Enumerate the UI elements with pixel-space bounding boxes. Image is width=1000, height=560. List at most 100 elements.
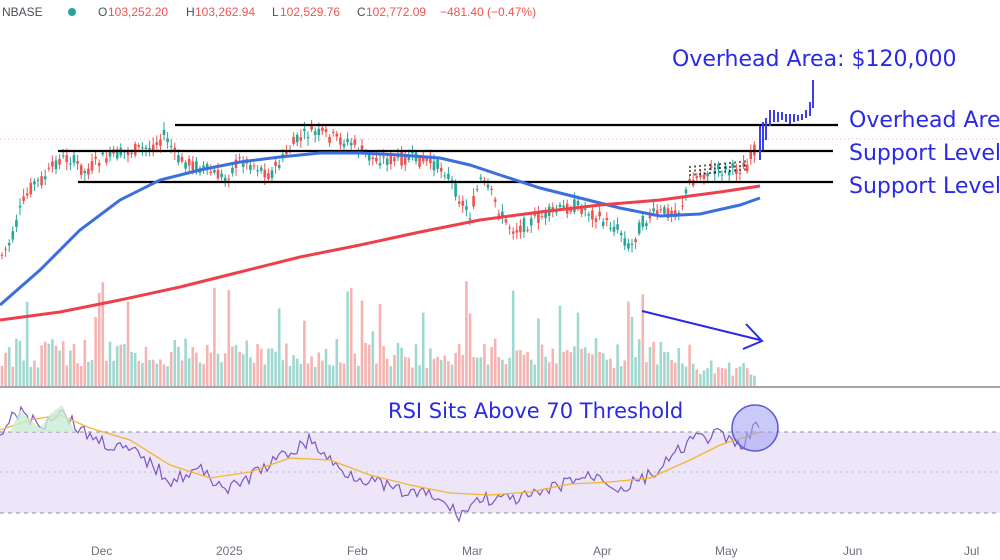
- volume-bar: [724, 368, 727, 386]
- live-status-dot: [68, 8, 76, 16]
- volume-bar: [295, 358, 299, 386]
- candle: [184, 160, 187, 174]
- volume-bar: [479, 357, 483, 386]
- volume-bar: [493, 338, 497, 386]
- candle: [717, 161, 720, 177]
- volume-bar: [11, 366, 15, 386]
- volume-bar: [133, 352, 137, 386]
- candle: [180, 153, 184, 164]
- candle: [749, 144, 753, 165]
- volume-bar: [4, 352, 7, 386]
- candle: [353, 134, 357, 149]
- volume-bar: [7, 347, 11, 386]
- candle: [609, 222, 612, 232]
- x-tick-may: May: [715, 544, 738, 558]
- candle: [475, 184, 479, 193]
- volume-bar: [663, 352, 666, 386]
- volume-bar: [396, 342, 400, 386]
- volume-bar: [522, 354, 526, 386]
- candle: [151, 137, 155, 157]
- volume-bar: [151, 359, 155, 386]
- candle: [79, 163, 83, 180]
- volume-bar: [22, 360, 25, 386]
- candle: [133, 141, 137, 158]
- volume-bar: [72, 343, 76, 386]
- volume-bar: [61, 341, 65, 386]
- volume-bar: [681, 363, 684, 386]
- volume-bar: [717, 367, 720, 386]
- candle: [634, 237, 637, 250]
- volume-bar: [58, 350, 61, 386]
- candle: [29, 178, 33, 198]
- volume-bar: [508, 357, 511, 386]
- candle: [40, 171, 43, 189]
- volume-bar: [688, 344, 691, 386]
- volume-bar: [443, 355, 447, 386]
- candle: [159, 133, 162, 153]
- volume-bar: [544, 356, 547, 386]
- candle: [490, 185, 493, 196]
- candle: [691, 172, 695, 188]
- volume-bar: [501, 359, 504, 386]
- candle: [526, 226, 529, 233]
- candle: [148, 140, 151, 157]
- candle: [33, 178, 36, 192]
- volume-bar: [198, 362, 202, 386]
- volume-bar: [97, 292, 101, 386]
- volume-bar: [144, 346, 148, 386]
- volume-bar: [213, 287, 216, 386]
- candle: [706, 170, 709, 182]
- ohlc-header: NBASE O 103,252.20 H 103,262.94 L 102,52…: [2, 5, 536, 19]
- volume-bar: [594, 338, 598, 386]
- change-value: −481.40 (−0.47%): [440, 5, 536, 19]
- candle: [529, 212, 533, 233]
- volume-bar: [36, 367, 40, 386]
- candle: [36, 177, 40, 188]
- candle: [162, 122, 166, 141]
- volume-bar: [191, 347, 195, 386]
- volume-bar: [583, 347, 587, 386]
- volume-bar: [403, 356, 407, 386]
- volume-bar: [252, 362, 256, 386]
- close-prefix: C: [357, 5, 366, 19]
- volume-bar: [180, 360, 184, 386]
- candle: [346, 132, 349, 146]
- candle: [58, 154, 61, 170]
- volume-bar: [587, 353, 591, 386]
- volume-bar: [702, 370, 706, 386]
- volume-bar: [616, 344, 619, 386]
- volume-bar: [529, 359, 533, 386]
- rsi-highlight-circle: [731, 404, 779, 452]
- candle: [94, 150, 97, 165]
- volume-bar: [79, 366, 83, 386]
- candle: [400, 146, 403, 170]
- volume-bar: [371, 331, 375, 386]
- volume-bar: [259, 348, 263, 386]
- volume-bar: [475, 357, 479, 386]
- volume-bar: [695, 369, 699, 386]
- volume-bar: [187, 358, 191, 386]
- candle: [583, 201, 587, 217]
- volume-bar: [519, 350, 522, 386]
- candle: [465, 199, 468, 217]
- volume-bar: [533, 364, 537, 386]
- candle: [141, 142, 144, 156]
- volume-bar: [673, 362, 677, 386]
- volume-bar: [241, 354, 245, 386]
- candle: [601, 218, 605, 229]
- volume-bar: [601, 353, 605, 386]
- volume-bar: [245, 340, 249, 386]
- rsi-line: [0, 405, 760, 523]
- candle: [238, 153, 241, 162]
- candle: [673, 202, 677, 221]
- candle: [245, 156, 249, 170]
- volume-bar: [645, 362, 648, 386]
- volume-bar: [659, 341, 663, 386]
- x-tick-feb: Feb: [347, 544, 368, 558]
- symbol-label[interactable]: NBASE: [2, 5, 43, 19]
- volume-bar: [166, 366, 169, 386]
- candle: [108, 146, 112, 162]
- volume-bar: [324, 348, 328, 386]
- volume-bar: [195, 352, 198, 386]
- candle: [0, 252, 4, 260]
